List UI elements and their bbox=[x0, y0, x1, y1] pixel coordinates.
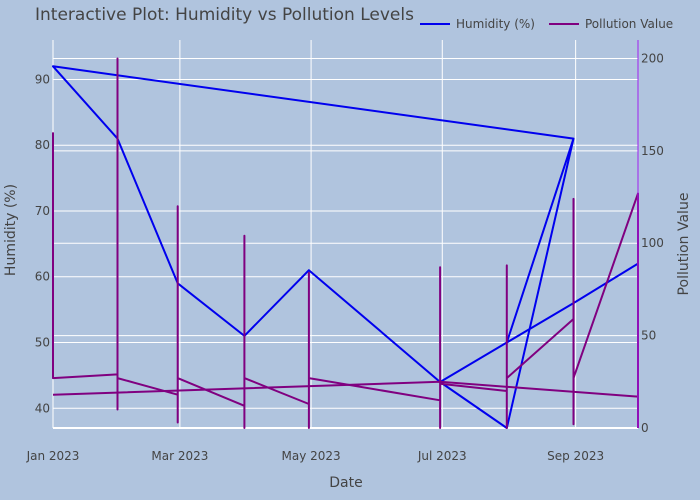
y-tick-label: 40 bbox=[35, 401, 50, 415]
chart-title: Interactive Plot: Humidity vs Pollution … bbox=[35, 5, 414, 25]
x-tick-label: Sep 2023 bbox=[547, 449, 604, 463]
x-axis-title: Date bbox=[329, 475, 362, 491]
legend-label-pollution: Pollution Value bbox=[585, 17, 674, 31]
y-tick-label: 50 bbox=[35, 336, 50, 350]
legend-swatch-pollution bbox=[549, 23, 579, 25]
y2-axis-title: Pollution Value bbox=[676, 193, 692, 296]
y2-tick-label: 150 bbox=[641, 144, 664, 158]
pollution-trend-line[interactable] bbox=[52, 380, 639, 398]
y-tick-label: 90 bbox=[35, 72, 50, 86]
x-tick-label: May 2023 bbox=[282, 449, 341, 463]
y-axis-title: Humidity (%) bbox=[3, 184, 19, 276]
legend-swatch-humidity bbox=[420, 23, 450, 25]
y-tick-label: 70 bbox=[35, 204, 50, 218]
x-tick-label: Jul 2023 bbox=[417, 449, 467, 463]
series-layer[interactable] bbox=[52, 57, 639, 429]
series-line-humidity[interactable] bbox=[52, 65, 639, 429]
x-tick-label: Mar 2023 bbox=[151, 449, 208, 463]
axes: Jan 2023 Mar 2023 May 2023 Jul 2023 Sep 2023… bbox=[26, 40, 664, 463]
legend-item-humidity[interactable]: Humidity (%) bbox=[420, 17, 535, 31]
y2-tick-label: 50 bbox=[641, 329, 656, 343]
x-tick-label: Jan 2023 bbox=[26, 449, 80, 463]
legend-label-humidity: Humidity (%) bbox=[456, 17, 535, 31]
y-tick-label: 60 bbox=[35, 270, 50, 284]
y2-tick-label: 0 bbox=[641, 421, 649, 435]
y2-tick-label: 200 bbox=[641, 51, 664, 65]
legend-item-pollution[interactable]: Pollution Value bbox=[549, 17, 673, 31]
legend[interactable]: Humidity (%) Pollution Value bbox=[420, 17, 673, 31]
series-line-pollution[interactable] bbox=[52, 57, 639, 429]
y2-tick-label: 100 bbox=[641, 236, 664, 250]
gridlines bbox=[52, 40, 638, 429]
y-tick-label: 80 bbox=[35, 138, 50, 152]
